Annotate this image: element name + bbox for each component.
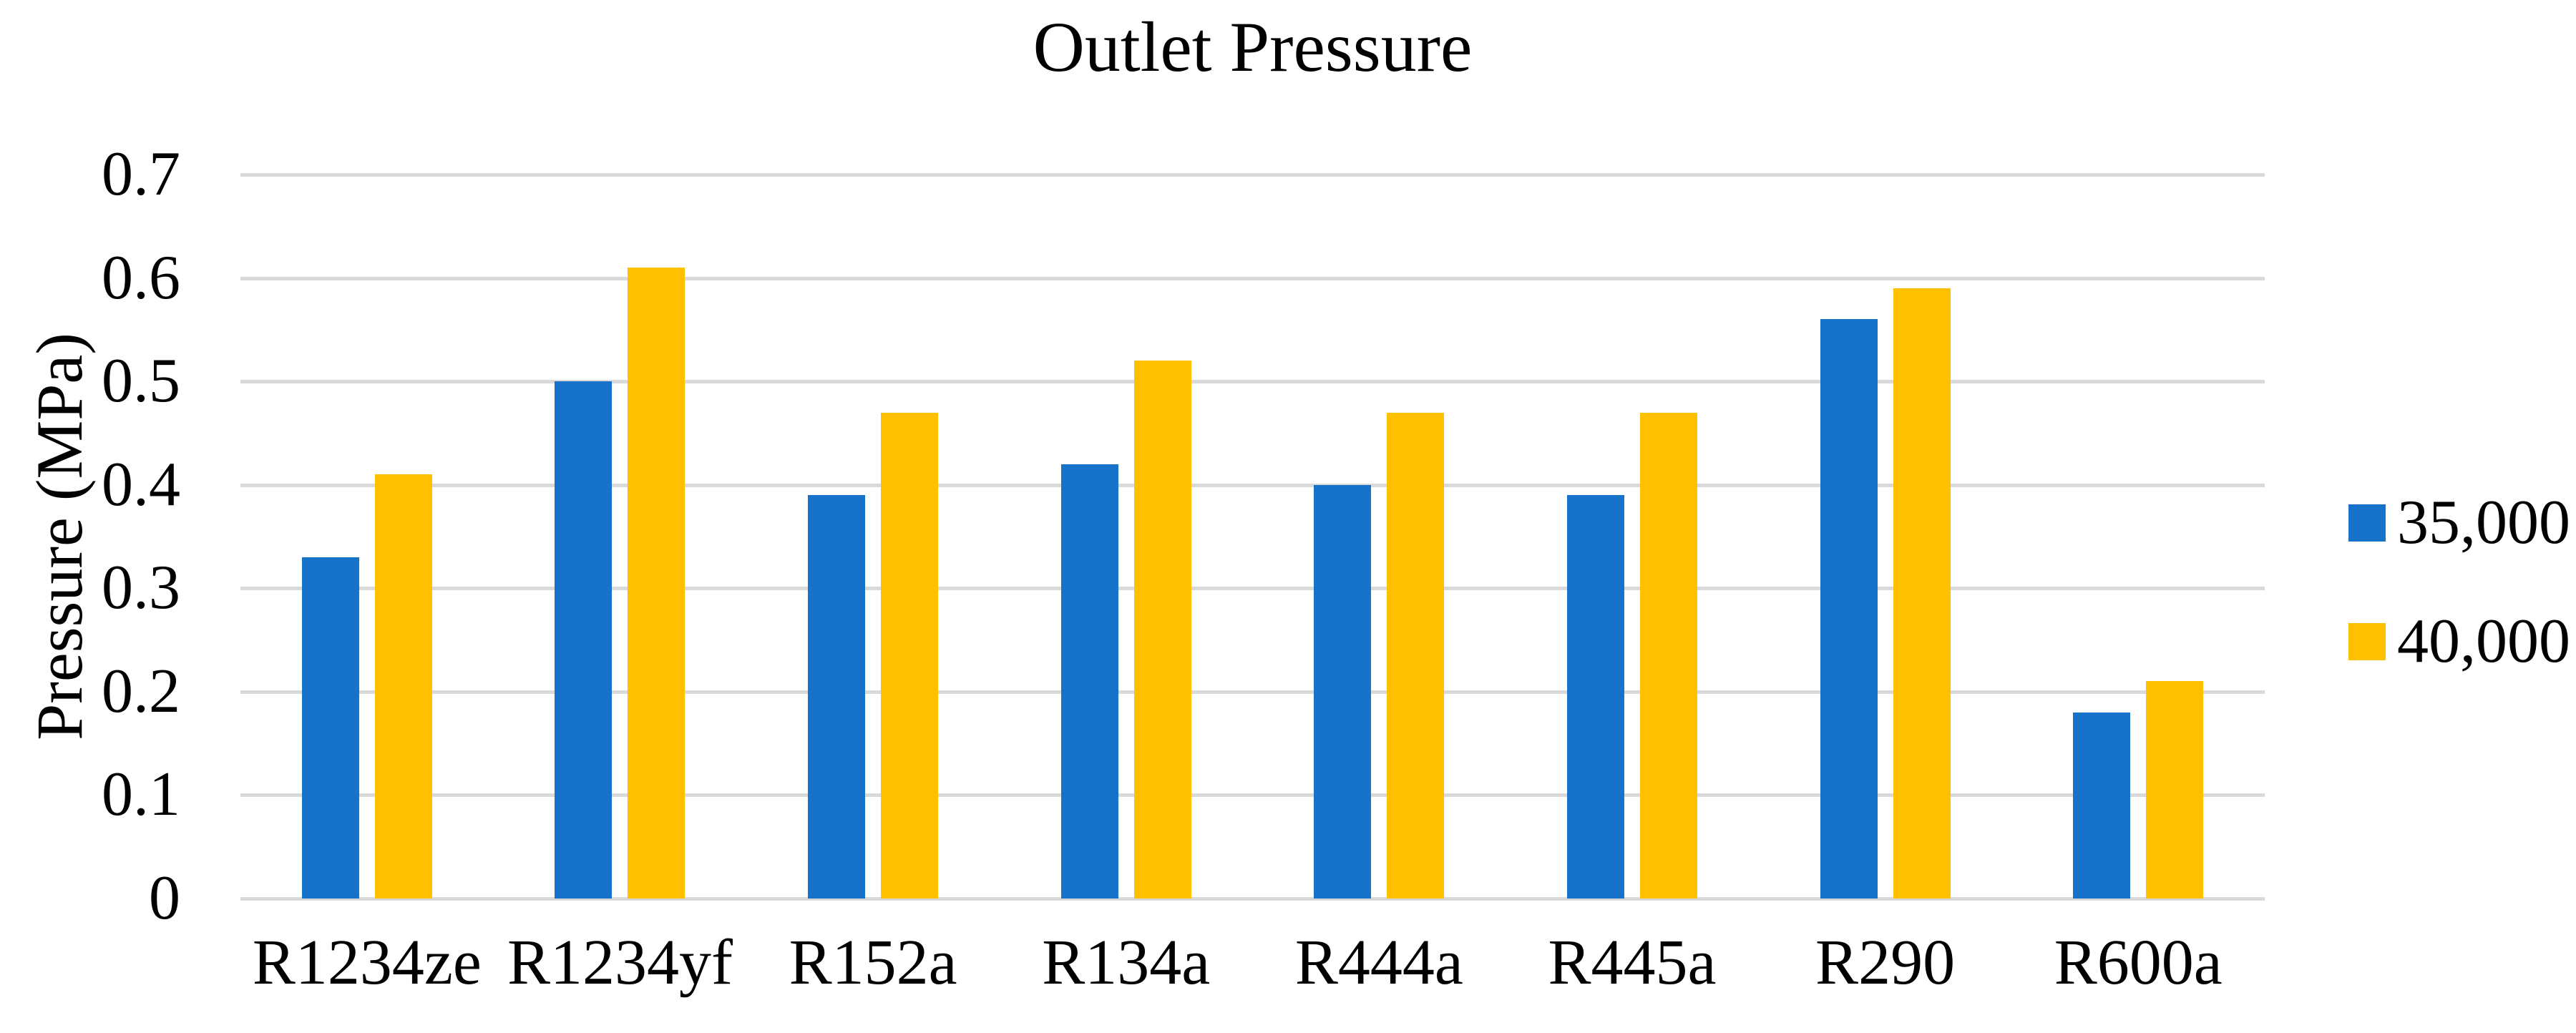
bar-group-r290: [1759, 175, 2012, 899]
bar-r600a-40000: [2146, 681, 2204, 899]
y-tick-label: 0.4: [102, 450, 180, 519]
y-tick-label: 0: [149, 863, 180, 933]
plot-area: [240, 173, 2265, 901]
y-tick-label: 0.3: [102, 553, 180, 622]
bar-r134a-35000: [1060, 464, 1118, 899]
legend-label: 40,000: [2397, 607, 2570, 676]
legend-swatch-icon: [2348, 623, 2386, 660]
bar-r152a-35000: [808, 495, 866, 899]
gridline: [240, 380, 2265, 383]
legend-entry-35000: 35,000: [2348, 491, 2570, 554]
bar-group-r134a: [1000, 175, 1253, 899]
gridline: [240, 690, 2265, 694]
bar-r290-35000: [1820, 319, 1878, 899]
y-axis-tick-labels: 0 0.1 0.2 0.3 0.4 0.5 0.6 0.7: [0, 143, 180, 930]
bar-r290-40000: [1893, 288, 1951, 899]
y-tick-label: 0.6: [102, 243, 180, 313]
x-axis-category-labels: R1234ze R1234yf R152a R134a R444a R445a R290 R6…: [240, 927, 2265, 998]
legend-swatch-icon: [2348, 504, 2386, 542]
legend: 35,000 40,000: [2348, 491, 2570, 673]
bar-group-r445a: [1506, 175, 1759, 899]
bar-r1234ze-40000: [374, 474, 432, 899]
bar-group-r600a: [2011, 175, 2265, 899]
bar-group-r1234ze: [240, 175, 494, 899]
gridline: [240, 173, 2265, 177]
bar-r1234ze-35000: [301, 557, 359, 899]
y-tick-label: 0.2: [102, 657, 180, 726]
bar-group-r1234yf: [494, 175, 747, 899]
x-category-label: R290: [1815, 927, 1956, 998]
x-category-label: R134a: [1042, 927, 1211, 998]
bar-groups: [240, 175, 2265, 899]
bar-r152a-40000: [881, 413, 939, 899]
bar-r444a-35000: [1314, 485, 1372, 899]
bar-r445a-40000: [1639, 413, 1697, 899]
gridline: [240, 587, 2265, 590]
x-category-label: R152a: [789, 927, 957, 998]
x-category-label: R1234yf: [507, 927, 733, 998]
gridline: [240, 277, 2265, 280]
bar-r445a-35000: [1566, 495, 1624, 899]
legend-label: 35,000: [2397, 488, 2570, 557]
chart-title: Outlet Pressure: [1033, 7, 1473, 87]
y-tick-label: 0.1: [102, 760, 180, 829]
bar-r444a-40000: [1387, 413, 1445, 899]
gridline: [240, 897, 2265, 901]
bar-group-r152a: [746, 175, 1000, 899]
gridline: [240, 793, 2265, 797]
x-category-label: R1234ze: [252, 927, 482, 998]
x-category-label: R445a: [1548, 927, 1717, 998]
bar-r600a-35000: [2073, 713, 2131, 899]
gridline: [240, 484, 2265, 487]
bar-r1234yf-40000: [628, 268, 686, 899]
bar-r134a-40000: [1133, 361, 1191, 899]
bar-group-r444a: [1253, 175, 1506, 899]
y-tick-label: 0.5: [102, 346, 180, 416]
legend-entry-40000: 40,000: [2348, 610, 2570, 673]
bar-r1234yf-35000: [555, 381, 613, 899]
y-tick-label: 0.7: [102, 139, 180, 209]
x-category-label: R444a: [1294, 927, 1463, 998]
x-category-label: R600a: [2054, 927, 2223, 998]
